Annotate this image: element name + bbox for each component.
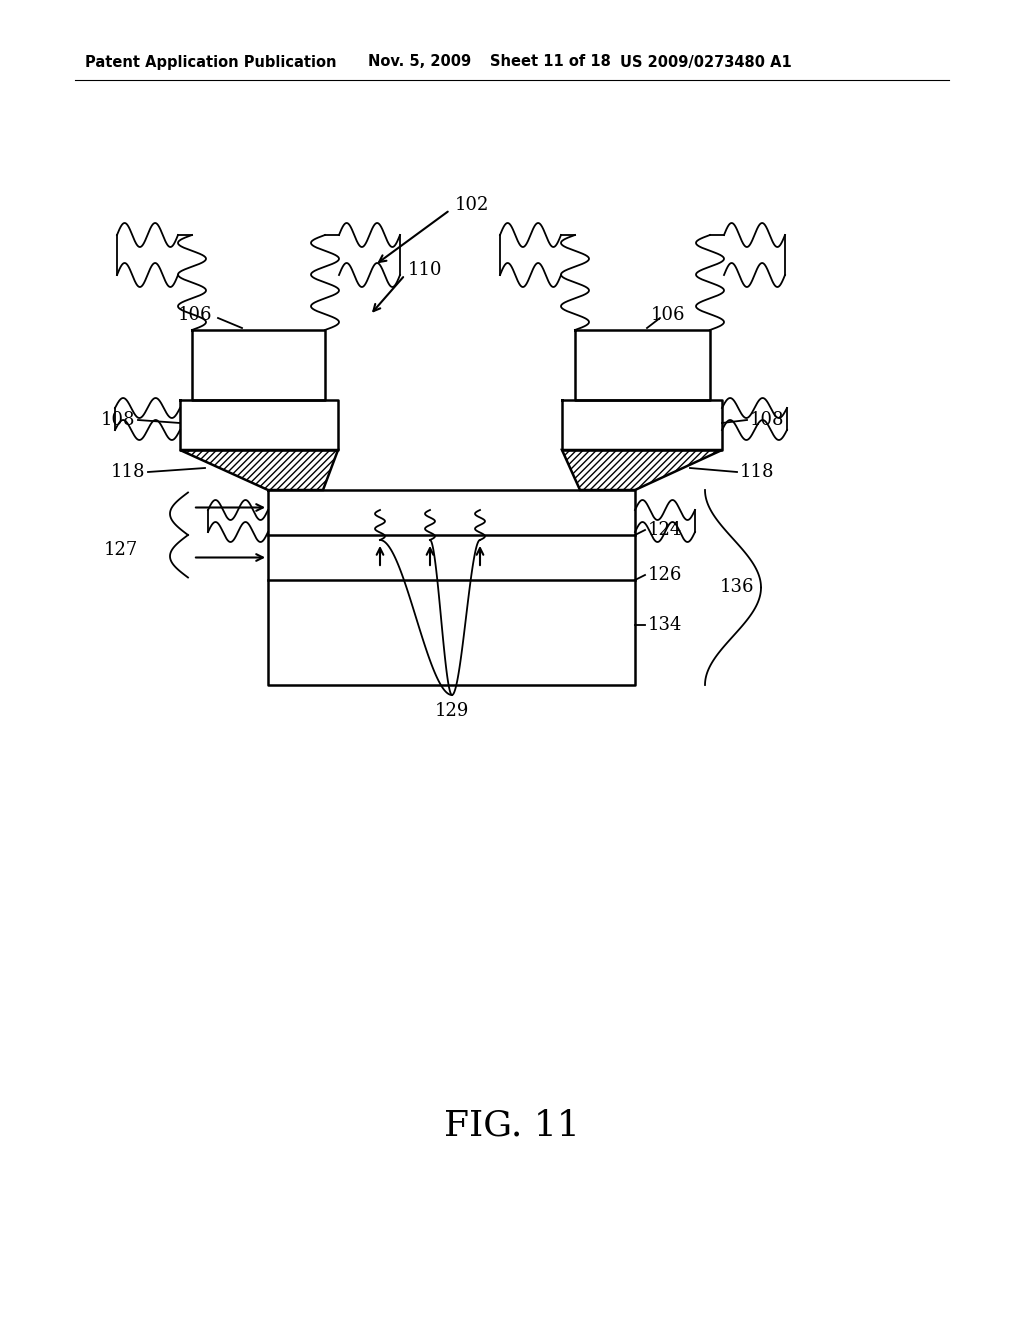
Text: US 2009/0273480 A1: US 2009/0273480 A1 <box>620 54 792 70</box>
Text: 106: 106 <box>650 306 685 323</box>
Polygon shape <box>180 450 338 490</box>
Text: 134: 134 <box>648 616 682 634</box>
Text: 108: 108 <box>100 411 135 429</box>
Text: 126: 126 <box>648 566 682 583</box>
Text: Sheet 11 of 18: Sheet 11 of 18 <box>490 54 611 70</box>
Text: 136: 136 <box>720 578 755 597</box>
Text: 129: 129 <box>435 702 469 719</box>
Text: 108: 108 <box>750 411 784 429</box>
Text: 106: 106 <box>178 306 212 323</box>
Text: Patent Application Publication: Patent Application Publication <box>85 54 337 70</box>
Text: 110: 110 <box>408 261 442 279</box>
Text: FIG. 11: FIG. 11 <box>444 1107 580 1142</box>
Text: Nov. 5, 2009: Nov. 5, 2009 <box>368 54 471 70</box>
Text: 118: 118 <box>111 463 145 480</box>
Polygon shape <box>562 450 722 490</box>
Text: 127: 127 <box>103 541 138 558</box>
Text: 118: 118 <box>740 463 774 480</box>
Text: 102: 102 <box>455 195 489 214</box>
Text: 124: 124 <box>648 521 682 539</box>
